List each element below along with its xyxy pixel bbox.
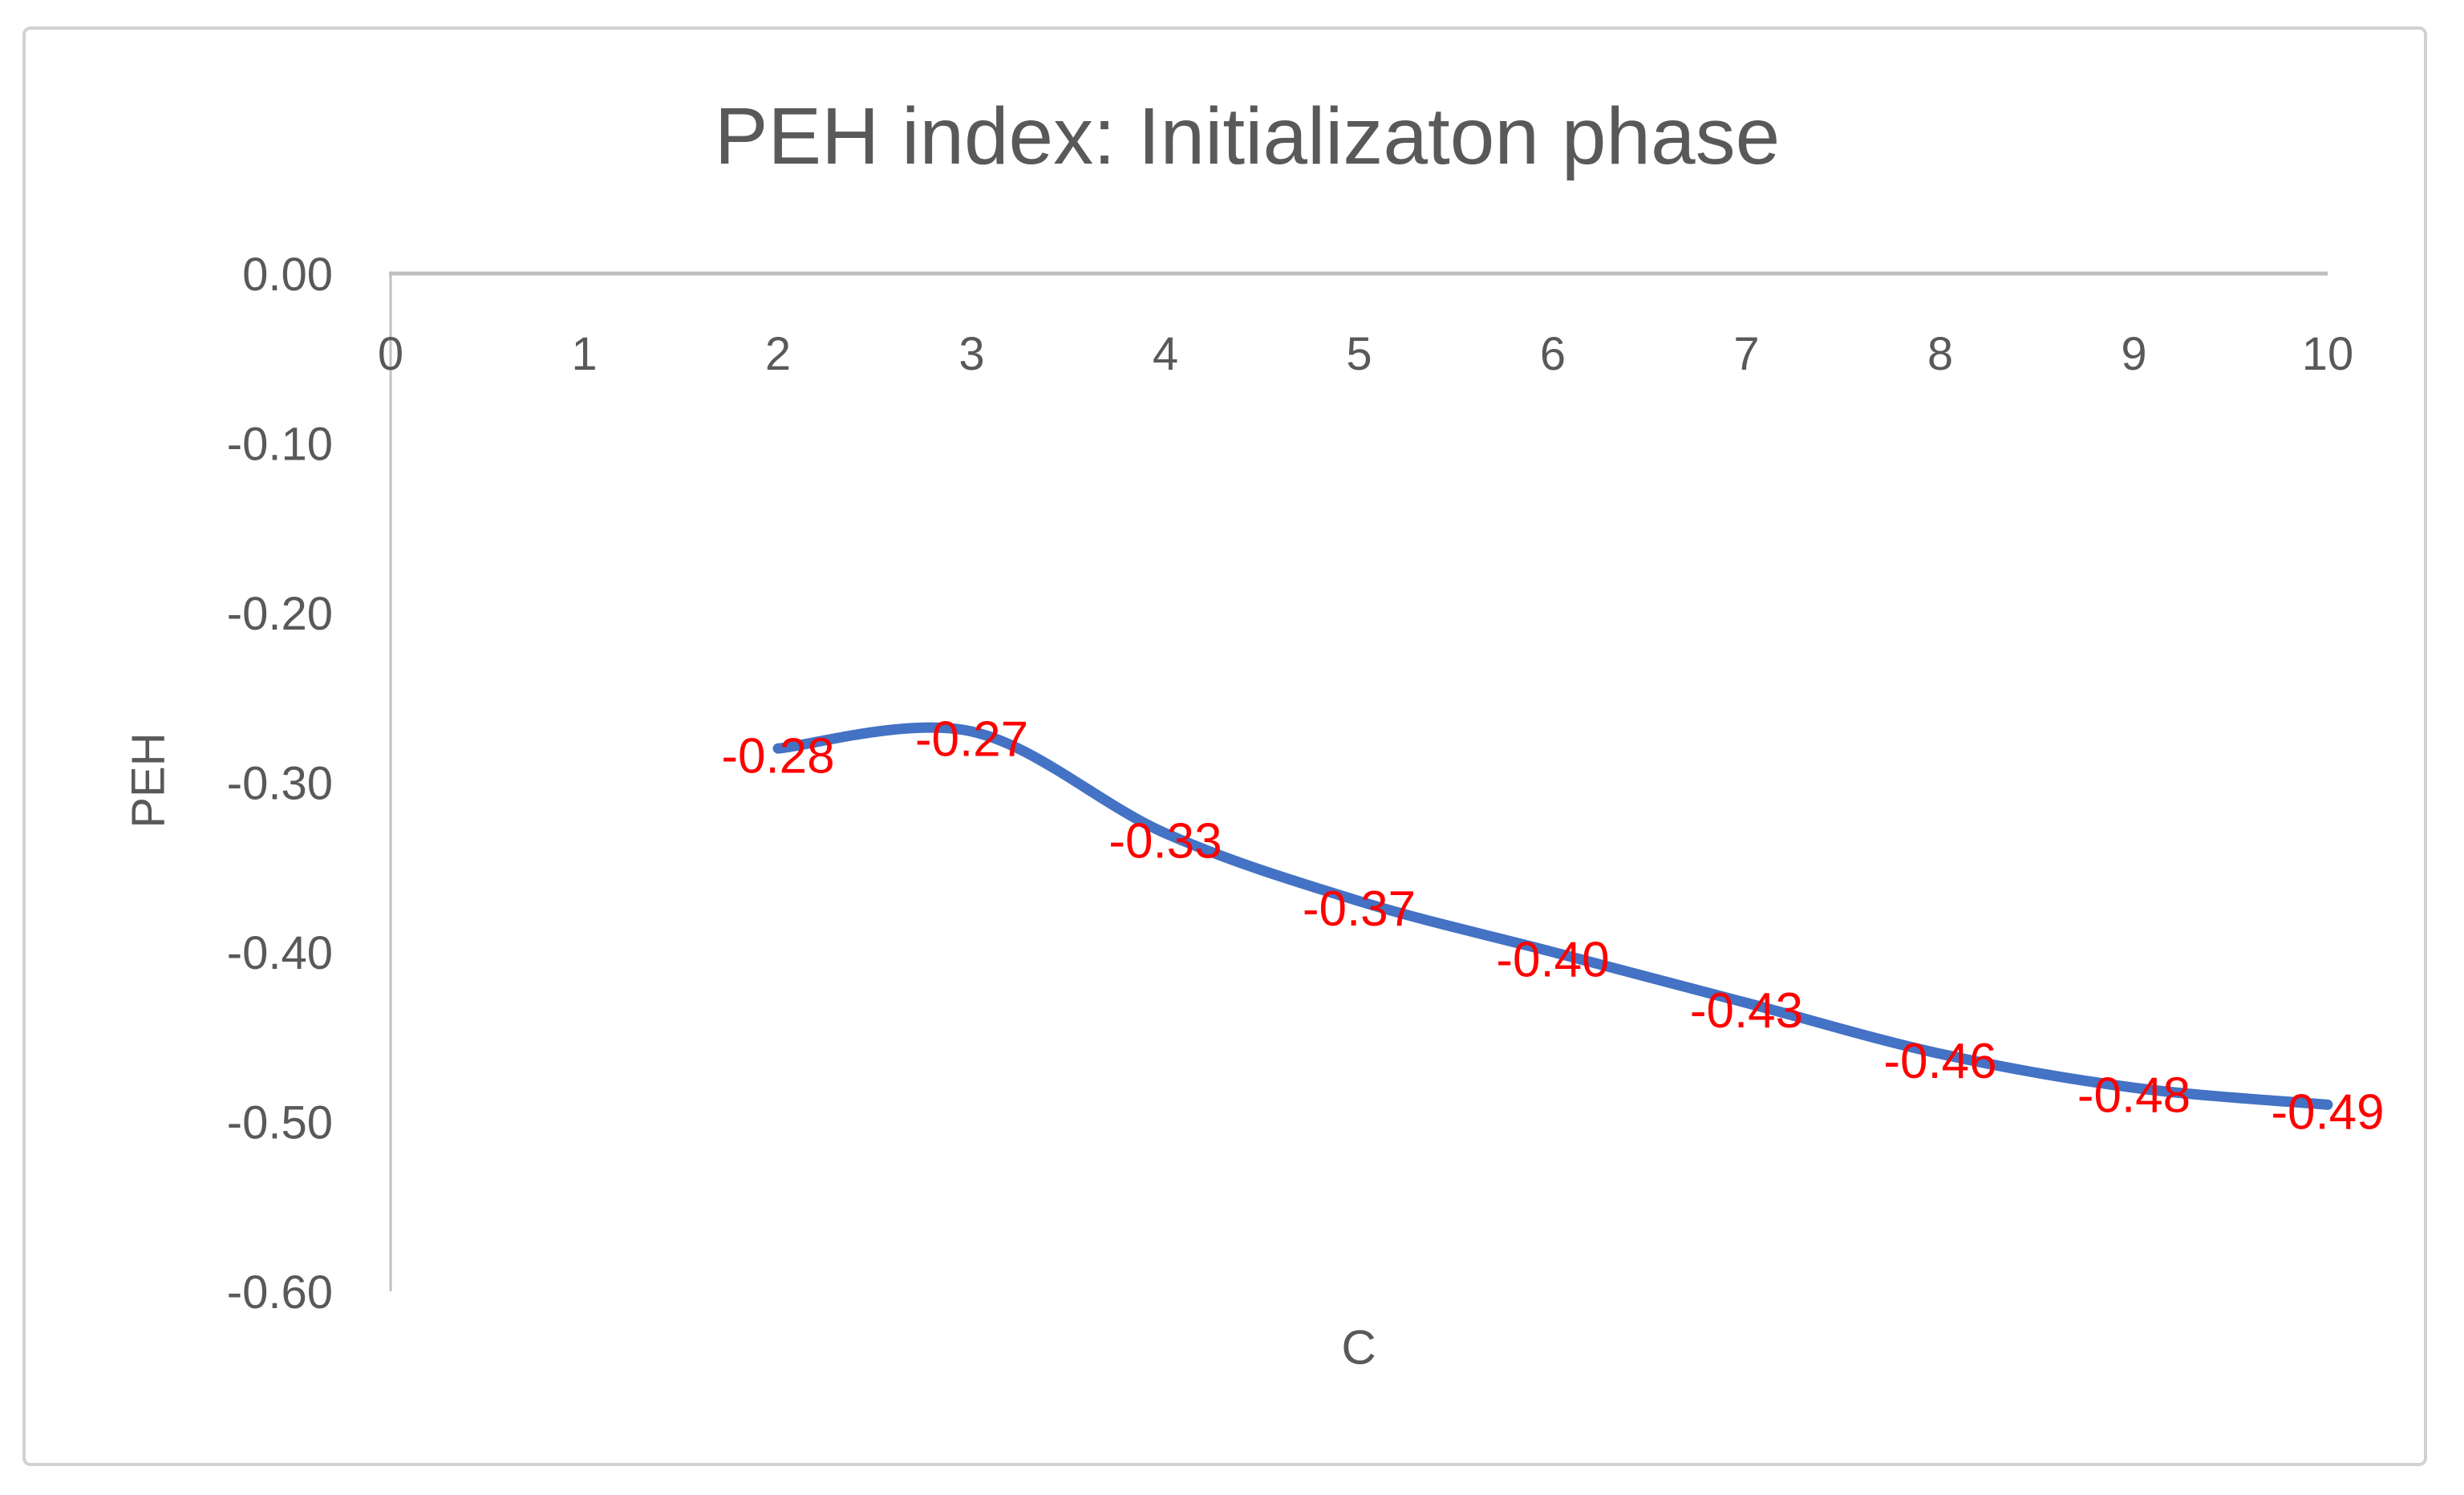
- data-label: -0.49: [2271, 1085, 2384, 1140]
- y-tick-label: -0.30: [227, 757, 333, 809]
- data-label: -0.33: [1108, 813, 1222, 869]
- x-tick-label: 0: [378, 328, 403, 380]
- x-tick-label: 6: [1540, 328, 1566, 380]
- series-line: [772, 722, 2333, 1110]
- x-tick-label: 4: [1153, 328, 1178, 380]
- x-tick-label: 7: [1733, 328, 1759, 380]
- x-tick-label: 10: [2302, 328, 2354, 380]
- x-tick-label: 5: [1346, 328, 1372, 380]
- data-label: -0.27: [915, 711, 1028, 767]
- y-axis-title: PEH: [122, 732, 175, 829]
- y-tick-label: -0.60: [227, 1266, 333, 1319]
- y-tick-label: -0.50: [227, 1096, 333, 1149]
- x-tick-label: 2: [765, 328, 791, 380]
- y-tick-label: -0.10: [227, 418, 333, 470]
- x-tick-label: 9: [2121, 328, 2146, 380]
- x-tick-label: 1: [571, 328, 597, 380]
- chart-title: PEH index: Initializaton phase: [714, 91, 1781, 181]
- x-tick-label: 3: [958, 328, 984, 380]
- data-label: -0.40: [1496, 932, 1609, 987]
- data-label: -0.37: [1303, 881, 1416, 937]
- data-label: -0.43: [1690, 983, 1803, 1039]
- y-tick-label: -0.20: [227, 588, 333, 640]
- data-label: -0.46: [1883, 1034, 1996, 1089]
- y-tick-label: -0.40: [227, 927, 333, 979]
- data-label: -0.48: [2077, 1068, 2190, 1124]
- chart-frame: [22, 26, 2427, 1466]
- y-tick-label: 0.00: [242, 249, 333, 301]
- x-axis-title: C: [1341, 1320, 1376, 1375]
- x-tick-label: 8: [1927, 328, 1953, 380]
- data-label: -0.28: [721, 729, 834, 784]
